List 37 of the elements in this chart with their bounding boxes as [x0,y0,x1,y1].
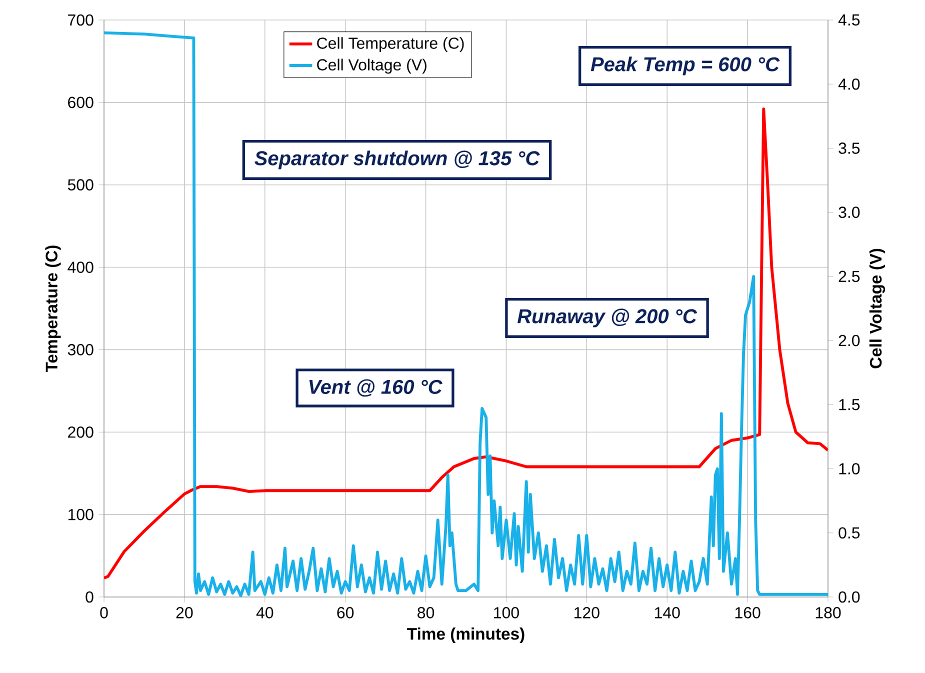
x-axis-title: Time (minutes) [407,628,524,644]
x-tick-label: 100 [494,607,519,618]
x-tick-label: 140 [654,607,680,618]
y2-tick-label: 1.5 [839,399,860,410]
x-tick-label: 0 [100,607,108,618]
legend-label: Cell Voltage (V) [317,58,426,74]
annotation: Runaway @ 200 °C [517,308,698,328]
y-tick-label: 400 [68,262,94,273]
annotation: Peak Temp = 600 °C [590,56,780,76]
y-tick-label: 100 [68,508,94,520]
x-tick-label: 120 [574,607,600,618]
y-tick-label: 600 [68,96,94,108]
x-tick-label: 180 [816,607,841,618]
y-tick-label: 500 [68,179,94,190]
y2-tick-label: 0.5 [838,527,860,539]
y2-tick-label: 2.5 [838,270,860,282]
y-tick-label: 200 [68,426,94,438]
x-tick-label: 80 [418,607,434,618]
x-tick-label: 160 [735,607,760,618]
y-axis-title: Temperature (C) [45,246,61,372]
y2-tick-label: 0.0 [838,591,860,603]
y2-tick-label: 3.0 [838,206,860,218]
y2-tick-label: 2.0 [838,334,860,346]
x-tick-label: 60 [337,607,354,618]
y2-tick-label: 3.5 [838,142,860,154]
legend-label: Cell Temperature (C) [317,37,464,52]
y2-tick-label: 1.0 [839,463,860,474]
x-tick-label: 40 [256,607,274,618]
y-tick-label: 300 [68,344,94,356]
x-tick-label: 20 [176,607,193,618]
y2-tick-label: 4.5 [838,14,860,26]
y-tick-label: 0 [86,591,94,603]
y2-tick-label: 4.0 [838,78,860,90]
y-tick-label: 700 [68,14,94,26]
annotation: Separator shutdown @ 135 °C [254,150,540,170]
y2-axis-title: Cell Voltage (V) [869,248,886,368]
annotation: Vent @ 160 °C [309,379,443,397]
